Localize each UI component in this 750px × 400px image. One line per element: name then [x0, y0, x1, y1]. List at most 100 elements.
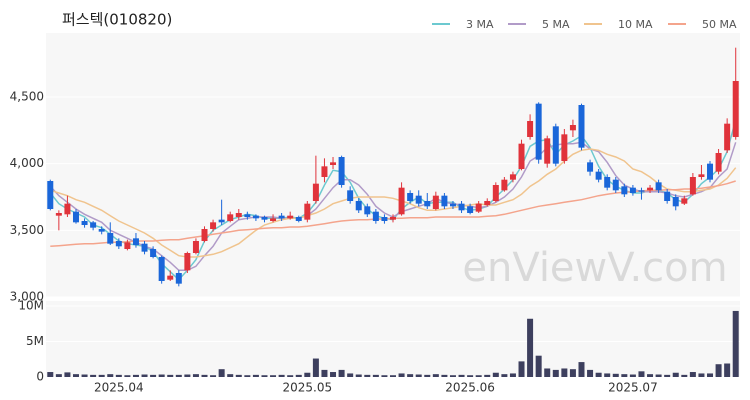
candle-body: [681, 198, 688, 204]
volume-bar: [47, 372, 54, 377]
v-tick-label: 10M: [18, 298, 44, 312]
volume-bar: [81, 374, 88, 377]
v-tick-label: 5M: [26, 334, 44, 348]
volume-panel: [46, 301, 740, 377]
candle-body: [81, 221, 88, 225]
volume-bar: [484, 374, 491, 377]
candle-body: [484, 201, 491, 205]
volume-bar: [647, 374, 654, 377]
volume-bar: [492, 372, 499, 377]
candle-body: [604, 177, 611, 188]
volume-bar: [501, 374, 508, 377]
candle-body: [449, 203, 456, 207]
volume-bar: [252, 374, 259, 377]
volume-bar: [347, 373, 354, 377]
volume-bar: [449, 375, 456, 377]
volume-bar: [415, 374, 422, 377]
volume-bar: [287, 375, 294, 377]
volume-bar: [107, 374, 114, 377]
volume-bar: [664, 374, 671, 377]
candle-body: [235, 213, 242, 217]
volume-bar: [261, 375, 268, 377]
candle-body: [518, 143, 525, 169]
watermark: enViewV.com: [462, 245, 727, 291]
candle-body: [647, 187, 654, 191]
volume-bar: [227, 374, 234, 377]
candle-body: [544, 138, 551, 164]
candle-body: [569, 125, 576, 131]
volume-bar: [64, 372, 71, 377]
candle-body: [415, 195, 422, 204]
volume-bar: [561, 368, 568, 377]
volume-bar: [381, 375, 388, 377]
candle-body: [252, 215, 259, 219]
candle-body: [441, 195, 448, 207]
volume-bar: [72, 374, 79, 377]
candle-body: [458, 203, 465, 211]
volume-bar: [372, 374, 379, 377]
y-tick-label: 3,000: [10, 290, 44, 304]
volume-bar: [270, 375, 277, 377]
candle-body: [141, 243, 148, 252]
volume-bar: [167, 374, 174, 377]
candle-body: [330, 162, 337, 165]
volume-bar: [604, 373, 611, 377]
candle-body: [475, 203, 482, 212]
candle-body: [218, 219, 225, 223]
volume-bar: [672, 372, 679, 377]
legend-label: 50 MA: [702, 18, 737, 31]
volume-bar: [150, 374, 157, 377]
volume-bar: [467, 375, 474, 377]
volume-bar: [90, 374, 97, 377]
candle-body: [672, 197, 679, 207]
volume-bar: [655, 374, 662, 377]
candle-body: [621, 186, 628, 195]
volume-bar: [124, 375, 131, 377]
candle-body: [424, 201, 431, 207]
legend-label: 10 MA: [618, 18, 653, 31]
candle-body: [150, 249, 157, 257]
volume-bar: [681, 374, 688, 377]
volume-bar: [175, 374, 182, 377]
volume-bar: [707, 373, 714, 377]
candle-body: [587, 162, 594, 172]
candle-body: [595, 171, 602, 180]
volume-bar: [544, 368, 551, 377]
volume-bar: [552, 369, 559, 377]
candle-body: [398, 187, 405, 215]
candle-body: [467, 206, 474, 213]
volume-bar: [475, 375, 482, 377]
x-tick-label: 2025.04: [94, 381, 144, 395]
volume-bar: [355, 374, 362, 377]
volume-bar: [364, 374, 371, 377]
candle-body: [64, 203, 71, 215]
price-panel: [46, 33, 740, 297]
candle-body: [501, 179, 508, 191]
volume-bar: [244, 375, 251, 377]
candle-body: [192, 241, 199, 253]
volume-bar: [732, 310, 739, 377]
candle-body: [664, 191, 671, 201]
volume-bar: [407, 374, 414, 377]
volume-bar: [587, 369, 594, 377]
candle-body: [201, 229, 208, 241]
volume-bar: [595, 372, 602, 377]
volume-bar: [518, 361, 525, 377]
candle-body: [355, 201, 362, 211]
candle-body: [98, 229, 105, 232]
volume-bar: [715, 364, 722, 377]
candle-body: [390, 217, 396, 220]
volume-bar: [527, 318, 534, 377]
candle-body: [167, 275, 174, 280]
volume-bar: [509, 373, 516, 377]
volume-bar: [424, 374, 431, 377]
volume-bar: [295, 374, 302, 377]
volume-bar: [612, 373, 619, 377]
candle-body: [492, 185, 499, 201]
volume-bar: [724, 363, 731, 377]
candle-body: [132, 238, 139, 245]
volume-bar: [210, 375, 217, 377]
volume-bar: [698, 373, 705, 377]
candle-body: [407, 193, 414, 201]
